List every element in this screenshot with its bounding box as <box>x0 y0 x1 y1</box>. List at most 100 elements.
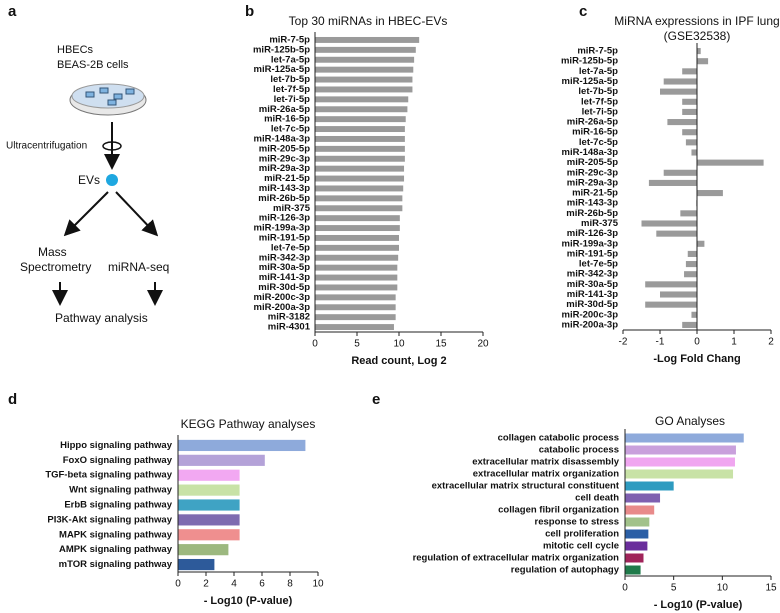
panel-label: e <box>372 391 380 408</box>
category-label: miR-26a-5p <box>259 104 310 115</box>
bar <box>697 48 701 55</box>
bar <box>691 311 697 318</box>
panel-label: d <box>8 391 17 408</box>
category-label: PI3K-Akt signaling pathway <box>47 514 172 525</box>
category-label: miR-16-5p <box>264 114 310 125</box>
bar <box>315 86 413 93</box>
bar <box>691 149 697 156</box>
category-label: miR-205-5p <box>567 157 618 168</box>
bar <box>685 139 697 146</box>
category-label: miR-141-3p <box>567 289 618 300</box>
category-label: miR-375 <box>581 218 619 229</box>
bar <box>178 544 229 556</box>
category-label: miR-125b-5p <box>561 56 618 67</box>
bar <box>315 304 396 311</box>
ev-dot <box>106 174 118 186</box>
category-label: miR-125a-5p <box>562 76 619 87</box>
x-tick-label: 10 <box>312 579 324 590</box>
bar <box>178 484 240 496</box>
category-label: extracellular matrix structural constitu… <box>432 481 620 492</box>
bar <box>697 190 723 197</box>
method-text: Spectrometry <box>20 260 91 274</box>
bar <box>687 250 697 257</box>
category-label: miR-30a-5p <box>567 279 618 290</box>
category-label: response to stress <box>535 517 619 528</box>
bar <box>697 159 764 166</box>
bar <box>315 76 413 83</box>
bar <box>697 58 709 65</box>
bar <box>315 274 398 281</box>
category-label: ErbB signaling pathway <box>64 500 172 511</box>
bar <box>625 433 744 443</box>
category-label: miR-30a-5p <box>259 262 310 273</box>
bar <box>697 240 705 247</box>
category-label: miR-125a-5p <box>254 64 311 75</box>
x-tick-label: 0 <box>175 579 181 590</box>
bar <box>315 205 403 212</box>
sample-text: BEAS-2B cells <box>57 59 129 71</box>
category-label: miR-7-5p <box>269 34 310 45</box>
bar <box>645 301 697 308</box>
x-axis-label: - Log10 (P-value) <box>204 595 293 607</box>
category-label: let-7e-5p <box>579 259 618 270</box>
bar <box>315 225 400 232</box>
category-label: mitotic cell cycle <box>543 541 619 552</box>
category-label: Wnt signaling pathway <box>69 485 173 496</box>
bar <box>682 98 697 105</box>
x-axis-label: - Log10 (P-value) <box>654 599 743 611</box>
bar <box>648 179 697 186</box>
category-label: miR-141-3p <box>259 272 310 283</box>
bar <box>625 505 655 515</box>
bar <box>178 514 240 526</box>
category-label: cell death <box>575 493 619 504</box>
category-label: let-7a-5p <box>271 54 310 65</box>
chart-subtitle: (GSE32538) <box>664 29 731 43</box>
category-label: miR-200c-3p <box>254 292 311 303</box>
bar <box>178 454 265 466</box>
bar <box>315 264 398 271</box>
chart-title: KEGG Pathway analyses <box>181 417 316 431</box>
category-label: miR-199a-3p <box>254 223 311 234</box>
bar <box>625 517 650 527</box>
x-tick-label: 20 <box>477 339 489 350</box>
category-label: miR-21-5p <box>264 173 310 184</box>
bar <box>682 321 697 328</box>
category-label: let-7f-5p <box>581 96 618 107</box>
category-label: let-7c-5p <box>271 124 310 135</box>
x-axis-label: Read count, Log 2 <box>351 355 446 367</box>
bar <box>178 558 215 571</box>
category-label: mTOR signaling pathway <box>59 559 173 570</box>
bar <box>178 439 306 452</box>
category-label: AMPK signaling pathway <box>59 544 173 555</box>
category-label: miR-191-5p <box>259 232 310 243</box>
x-tick-label: 6 <box>259 579 265 590</box>
bar <box>625 481 674 491</box>
category-label: miR-205-5p <box>259 143 310 154</box>
category-label: miR-16-5p <box>572 127 618 138</box>
bar <box>315 215 400 222</box>
arrow <box>115 191 159 237</box>
category-label: let-7b-5p <box>270 74 310 85</box>
bar <box>625 529 649 539</box>
bar <box>315 195 403 202</box>
x-tick-label: 0 <box>694 337 700 348</box>
bar <box>315 155 405 162</box>
product-text: EVs <box>78 173 100 187</box>
cell <box>113 93 123 100</box>
category-label: let-7i-5p <box>582 106 619 117</box>
category-label: let-7i-5p <box>274 94 311 105</box>
category-label: let-7b-5p <box>578 86 618 97</box>
category-label: miR-375 <box>273 203 311 214</box>
category-label: miR-3182 <box>268 312 310 323</box>
category-label: miR-199a-3p <box>562 238 619 249</box>
category-label: miR-125b-5p <box>253 44 310 55</box>
category-label: miR-30d-5p <box>258 282 310 293</box>
category-label: let-7c-5p <box>579 137 618 148</box>
category-label: miR-200a-3p <box>254 302 311 313</box>
category-label: miR-26a-5p <box>567 117 618 128</box>
bar <box>660 88 697 95</box>
category-label: regulation of autophagy <box>511 565 620 576</box>
category-label: miR-7-5p <box>577 46 618 57</box>
category-label: miR-29c-3p <box>567 167 618 178</box>
method-text: miRNA-seq <box>108 260 169 274</box>
